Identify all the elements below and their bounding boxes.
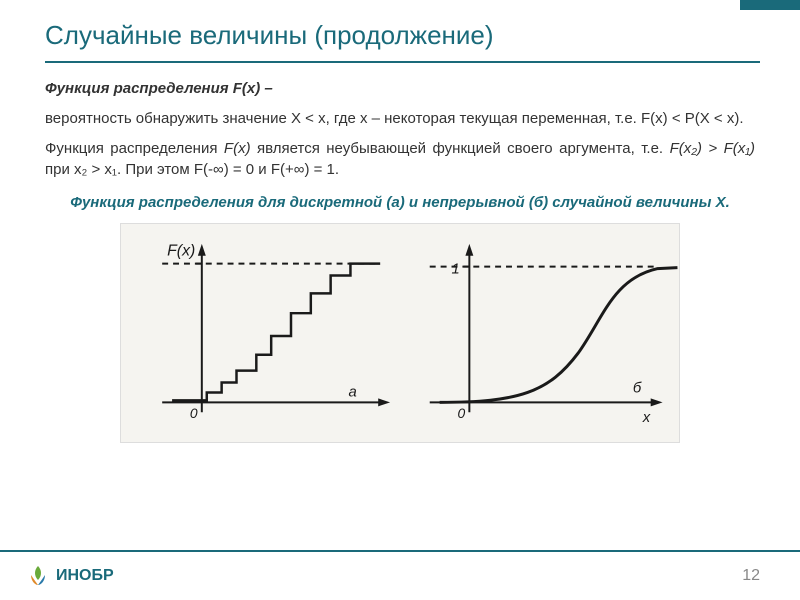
one-label: 1: [452, 261, 460, 277]
top-accent-bar: [740, 0, 800, 10]
origin-label-a: 0: [190, 405, 198, 421]
axis-label-fx: F(x): [167, 242, 195, 259]
x-label: x: [642, 410, 651, 426]
logo: ИНОБР: [25, 563, 114, 589]
definition-text: вероятность обнаружить значение X < x, г…: [45, 108, 755, 130]
logo-icon: [25, 563, 51, 589]
plot-label-b: б: [633, 380, 642, 396]
figure-box: F(x) 0 а 1: [120, 223, 680, 443]
slide-title: Случайные величины (продолжение): [0, 0, 800, 61]
footer: ИНОБР 12: [0, 550, 800, 600]
logo-text: ИНОБР: [56, 567, 114, 585]
page-number: 12: [742, 567, 760, 585]
content-area: Функция распределения F(x) – вероятность…: [0, 78, 800, 181]
title-underline: [45, 61, 760, 63]
cdf-figure: F(x) 0 а 1: [121, 224, 679, 442]
paragraph-2: Функция распределения F(x) является неуб…: [45, 138, 755, 182]
origin-label-b: 0: [457, 405, 465, 421]
figure-caption: Функция распределения для дискретной (а)…: [60, 193, 740, 213]
plot-label-a: а: [348, 384, 356, 400]
figure-container: F(x) 0 а 1: [0, 223, 800, 443]
definition-label: Функция распределения F(x) –: [45, 80, 273, 97]
definition-line: Функция распределения F(x) –: [45, 78, 755, 100]
